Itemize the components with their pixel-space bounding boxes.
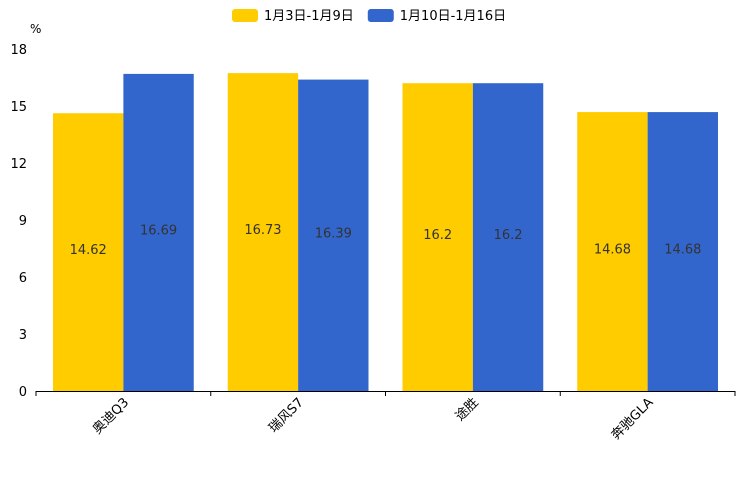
legend-swatch-2[interactable]: [367, 9, 394, 22]
bar-奥迪q3-series-1[interactable]: [53, 113, 124, 391]
y-tick-label-18: 18: [10, 43, 27, 58]
y-tick-label-6: 6: [19, 271, 27, 286]
data-label-途胜-series-2: 16.2: [494, 228, 523, 243]
x-tick-label-奔驰gla: 奔驰GLA: [609, 395, 657, 443]
bar-瑞风s7-series-1[interactable]: [227, 73, 299, 391]
data-label-奔驰gla-series-2: 14.68: [664, 243, 701, 258]
data-label-途胜-series-1: 16.2: [423, 228, 452, 243]
x-axis: 奥迪Q3 瑞风S7 途胜 奔驰GLA: [35, 391, 736, 443]
y-axis-unit-label: %: [30, 22, 41, 36]
bar-瑞风s7-series-2[interactable]: [298, 79, 369, 391]
data-label-奥迪q3-series-1: 14.62: [70, 243, 107, 258]
data-label-瑞风s7-series-2: 16.39: [315, 226, 352, 241]
y-tick-label-9: 9: [19, 214, 27, 229]
x-tick-label-瑞风s7: 瑞风S7: [266, 395, 307, 436]
x-tick-label-途胜: 途胜: [452, 395, 482, 425]
bar-奔驰gla-series-2[interactable]: [647, 112, 718, 391]
legend-label-2[interactable]: 1月10日-1月16日: [400, 9, 506, 24]
y-axis: 0 3 6 9 12 15 18: [10, 43, 27, 400]
bar-奥迪q3-series-2[interactable]: [123, 73, 194, 391]
bar-奔驰gla-series-1[interactable]: [577, 112, 648, 391]
data-label-奔驰gla-series-1: 14.68: [594, 243, 631, 258]
data-label-瑞风s7-series-1: 16.73: [244, 223, 281, 238]
x-tick-label-奥迪q3: 奥迪Q3: [90, 395, 132, 437]
legend-label-1[interactable]: 1月3日-1月9日: [264, 9, 354, 24]
y-tick-label-15: 15: [10, 100, 27, 115]
bar-途胜-series-2[interactable]: [472, 83, 544, 391]
y-tick-label-0: 0: [19, 385, 27, 400]
legend-swatch-1[interactable]: [232, 9, 258, 22]
bars: 14.62 16.69 16.73 16.39 16.2 16.2 14.68 14.68: [53, 73, 718, 391]
data-label-奥迪q3-series-2: 16.69: [140, 223, 177, 238]
legend: 1月3日-1月9日 1月10日-1月16日: [232, 9, 506, 24]
bar-途胜-series-1[interactable]: [402, 83, 473, 391]
y-tick-label-3: 3: [19, 328, 27, 343]
y-tick-label-12: 12: [10, 157, 27, 172]
